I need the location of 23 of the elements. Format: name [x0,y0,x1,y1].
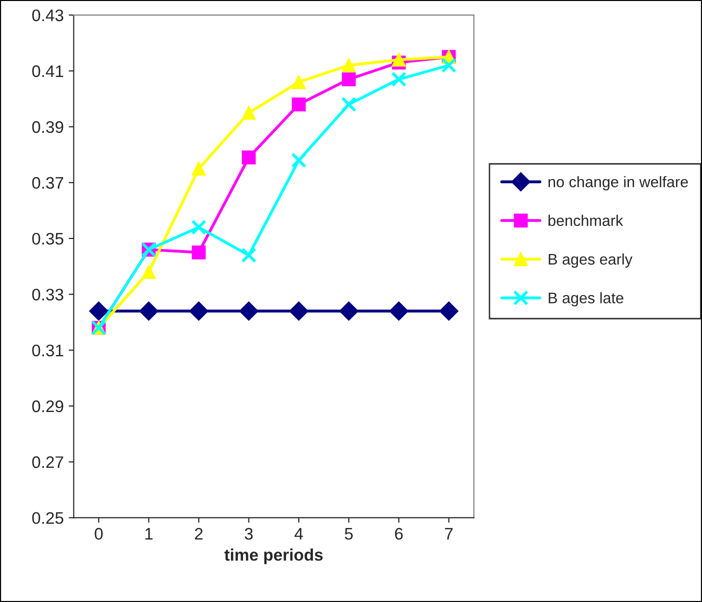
legend-label: B ages late [548,292,624,306]
x-tick-label: 7 [445,528,453,540]
y-tick-label: 0.39 [32,121,64,133]
y-tick-label: 0.35 [32,232,64,245]
y-tick-label: 0.37 [32,177,64,189]
legend-label: no change in welfare [548,176,688,190]
y-tick-label: 0.31 [32,344,64,356]
x-tick-label: 6 [395,528,403,540]
x-tick-label: 0 [94,528,103,540]
x-tick-label: 1 [145,528,153,540]
x-tick-label: 5 [344,528,353,540]
y-tick-label: 0.25 [32,512,64,524]
y-tick-label: 0.29 [32,400,64,412]
x-tick-label: 3 [244,528,253,540]
y-tick-label: 0.27 [32,456,64,468]
y-tick-label: 0.43 [32,9,64,22]
x-axis-title: time periods [224,548,323,564]
legend-label: benchmark [548,214,624,226]
x-tick-label: 2 [194,528,203,540]
y-tick-label: 0.41 [32,65,64,78]
x-tick-label: 4 [294,528,303,540]
y-tick-label: 0.33 [32,288,64,301]
legend-label: B ages early [548,253,632,268]
